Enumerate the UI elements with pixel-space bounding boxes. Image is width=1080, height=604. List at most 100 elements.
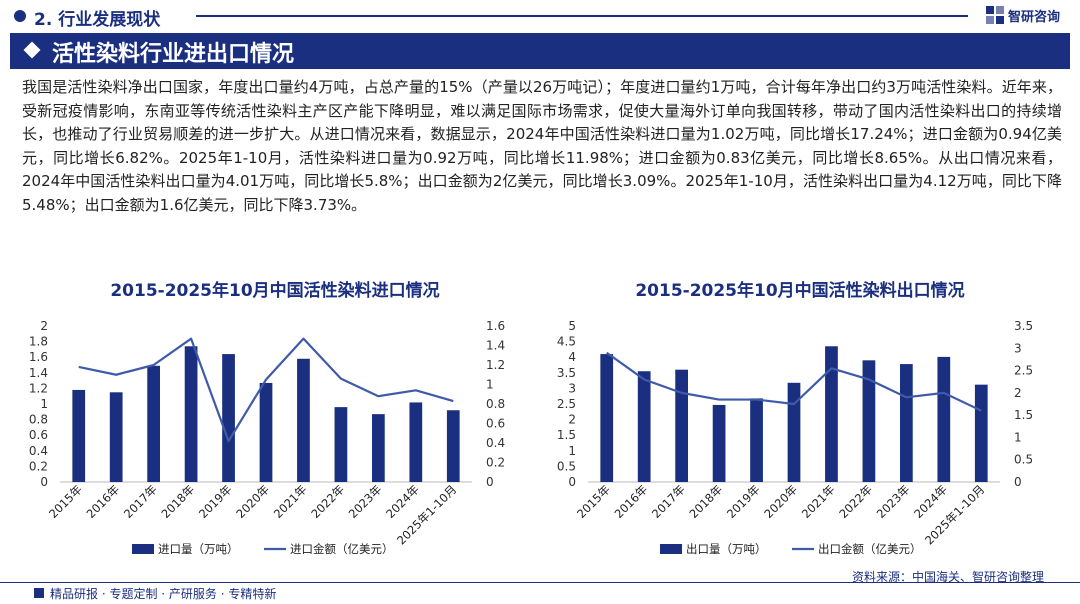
import-left-tick: 1: [40, 397, 48, 411]
export-bar: [899, 364, 913, 482]
export-chart: 00.511.522.533.544.5500.511.522.533.5201…: [557, 319, 1033, 556]
import-left-tick: 0.4: [29, 444, 48, 458]
export-left-tick: 5: [568, 319, 576, 333]
export-category-label: 2019年: [724, 482, 763, 521]
footer-tagline: 精品研报 · 专题定制 · 产研服务 · 专精特新: [50, 587, 277, 601]
import-right-tick: 1.4: [486, 339, 505, 353]
import-bar: [297, 358, 310, 482]
import-left-tick: 1.2: [29, 381, 48, 395]
export-right-tick: 1: [1014, 430, 1022, 444]
import-legend-bar-label: 进口量（万吨）: [158, 542, 239, 556]
export-legend-bar-swatch: [660, 544, 682, 554]
title-banner: 活性染料行业进出口情况: [10, 33, 1070, 69]
import-category-label: 2017年: [121, 482, 160, 521]
brand-logo: 智研咨询: [986, 4, 1060, 26]
import-right-tick: 0.6: [486, 417, 505, 431]
export-category-label: 2020年: [761, 482, 800, 521]
export-category-label: 2021年: [799, 482, 838, 521]
export-right-tick: 0: [1014, 475, 1022, 489]
import-left-tick: 1.4: [29, 366, 48, 380]
export-left-tick: 1: [568, 444, 576, 458]
section-dot-icon: [14, 10, 26, 22]
export-category-label: 2016年: [612, 482, 651, 521]
import-bar: [72, 389, 86, 482]
export-left-tick: 2.5: [557, 397, 576, 411]
brand-name: 智研咨询: [1008, 9, 1061, 25]
import-bar: [109, 392, 123, 482]
import-category-label: 2022年: [308, 482, 347, 521]
intro-paragraph: 我国是活性染料净出口国家，年度出口量约4万吨，占总产量的15%（产量以26万吨记…: [22, 78, 1062, 214]
export-left-tick: 3.5: [557, 366, 576, 380]
header-rule: [196, 15, 968, 17]
import-bar: [184, 346, 198, 482]
diamond-icon: [23, 41, 41, 59]
export-right-tick: 1.5: [1014, 408, 1033, 422]
export-bar: [675, 369, 689, 482]
export-right-tick: 3.5: [1014, 319, 1033, 333]
export-right-tick: 2.5: [1014, 364, 1033, 378]
import-category-label: 2015年: [46, 482, 85, 521]
export-bar: [974, 384, 988, 482]
import-category-label: 2021年: [271, 482, 310, 521]
export-left-tick: 2: [568, 413, 576, 427]
import-right-tick: 0.2: [486, 456, 505, 470]
import-bar: [446, 410, 460, 482]
import-left-tick: 0: [40, 475, 48, 489]
export-left-tick: 1.5: [557, 428, 576, 442]
brand-logo-icon: [986, 6, 1004, 24]
export-bar: [750, 398, 763, 482]
import-left-tick: 1.6: [29, 350, 48, 364]
import-bar: [259, 382, 273, 482]
import-left-tick: 0.2: [29, 459, 48, 473]
import-right-tick: 1: [486, 378, 494, 392]
export-left-tick: 0.5: [557, 459, 576, 473]
import-bar: [371, 414, 385, 482]
import-category-label: 2020年: [233, 482, 272, 521]
export-category-label: 2018年: [686, 482, 725, 521]
import-bar: [409, 402, 423, 482]
footer-rule: [0, 582, 1080, 583]
export-legend-bar-label: 出口量（万吨）: [686, 542, 767, 556]
footer-square-icon: [34, 588, 44, 598]
import-chart-title: 2015-2025年10月中国活性染料进口情况: [110, 281, 440, 301]
export-left-tick: 4: [568, 350, 576, 364]
import-category-label: 2016年: [84, 482, 123, 521]
import-right-tick: 1.2: [486, 358, 505, 372]
import-right-tick: 1.6: [486, 319, 505, 333]
section-title: 2. 行业发展现状: [34, 10, 161, 30]
import-right-tick: 0: [486, 475, 494, 489]
export-category-label: 2022年: [836, 482, 875, 521]
export-left-tick: 4.5: [557, 335, 576, 349]
import-bar: [222, 354, 235, 482]
export-left-tick: 0: [568, 475, 576, 489]
export-chart-title: 2015-2025年10月中国活性染料出口情况: [635, 281, 965, 301]
export-bar: [787, 382, 801, 482]
import-right-tick: 0.4: [486, 436, 505, 450]
export-line-series: [606, 351, 982, 412]
export-category-label: 2023年: [874, 482, 913, 521]
import-bar: [147, 365, 161, 482]
export-bar: [862, 360, 876, 482]
export-bar: [825, 346, 838, 482]
export-bar: [600, 354, 614, 482]
import-left-tick: 2: [40, 319, 48, 333]
export-left-tick: 3: [568, 381, 576, 395]
export-legend-line-label: 出口金额（亿美元）: [818, 542, 922, 556]
export-bar: [637, 371, 651, 482]
import-right-tick: 0.8: [486, 397, 505, 411]
import-category-label: 2018年: [158, 482, 197, 521]
import-left-tick: 1.8: [29, 335, 48, 349]
top-bar: 2. 行业发展现状 智研咨询: [0, 0, 1080, 32]
import-chart: 00.20.40.60.811.21.41.61.8200.20.40.60.8…: [29, 319, 505, 556]
export-right-tick: 3: [1014, 341, 1022, 355]
source-note: 资料来源：中国海关、智研咨询整理: [851, 570, 1044, 584]
page-title: 活性染料行业进出口情况: [52, 42, 295, 67]
export-bar: [712, 404, 726, 482]
footer-bar: 精品研报 · 专题定制 · 产研服务 · 专精特新: [0, 582, 1080, 604]
import-left-tick: 0.8: [29, 413, 48, 427]
export-category-label: 2015年: [574, 482, 613, 521]
export-right-tick: 0.5: [1014, 453, 1033, 467]
export-right-tick: 2: [1014, 386, 1022, 400]
export-category-label: 2017年: [649, 482, 688, 521]
import-left-tick: 0.6: [29, 428, 48, 442]
